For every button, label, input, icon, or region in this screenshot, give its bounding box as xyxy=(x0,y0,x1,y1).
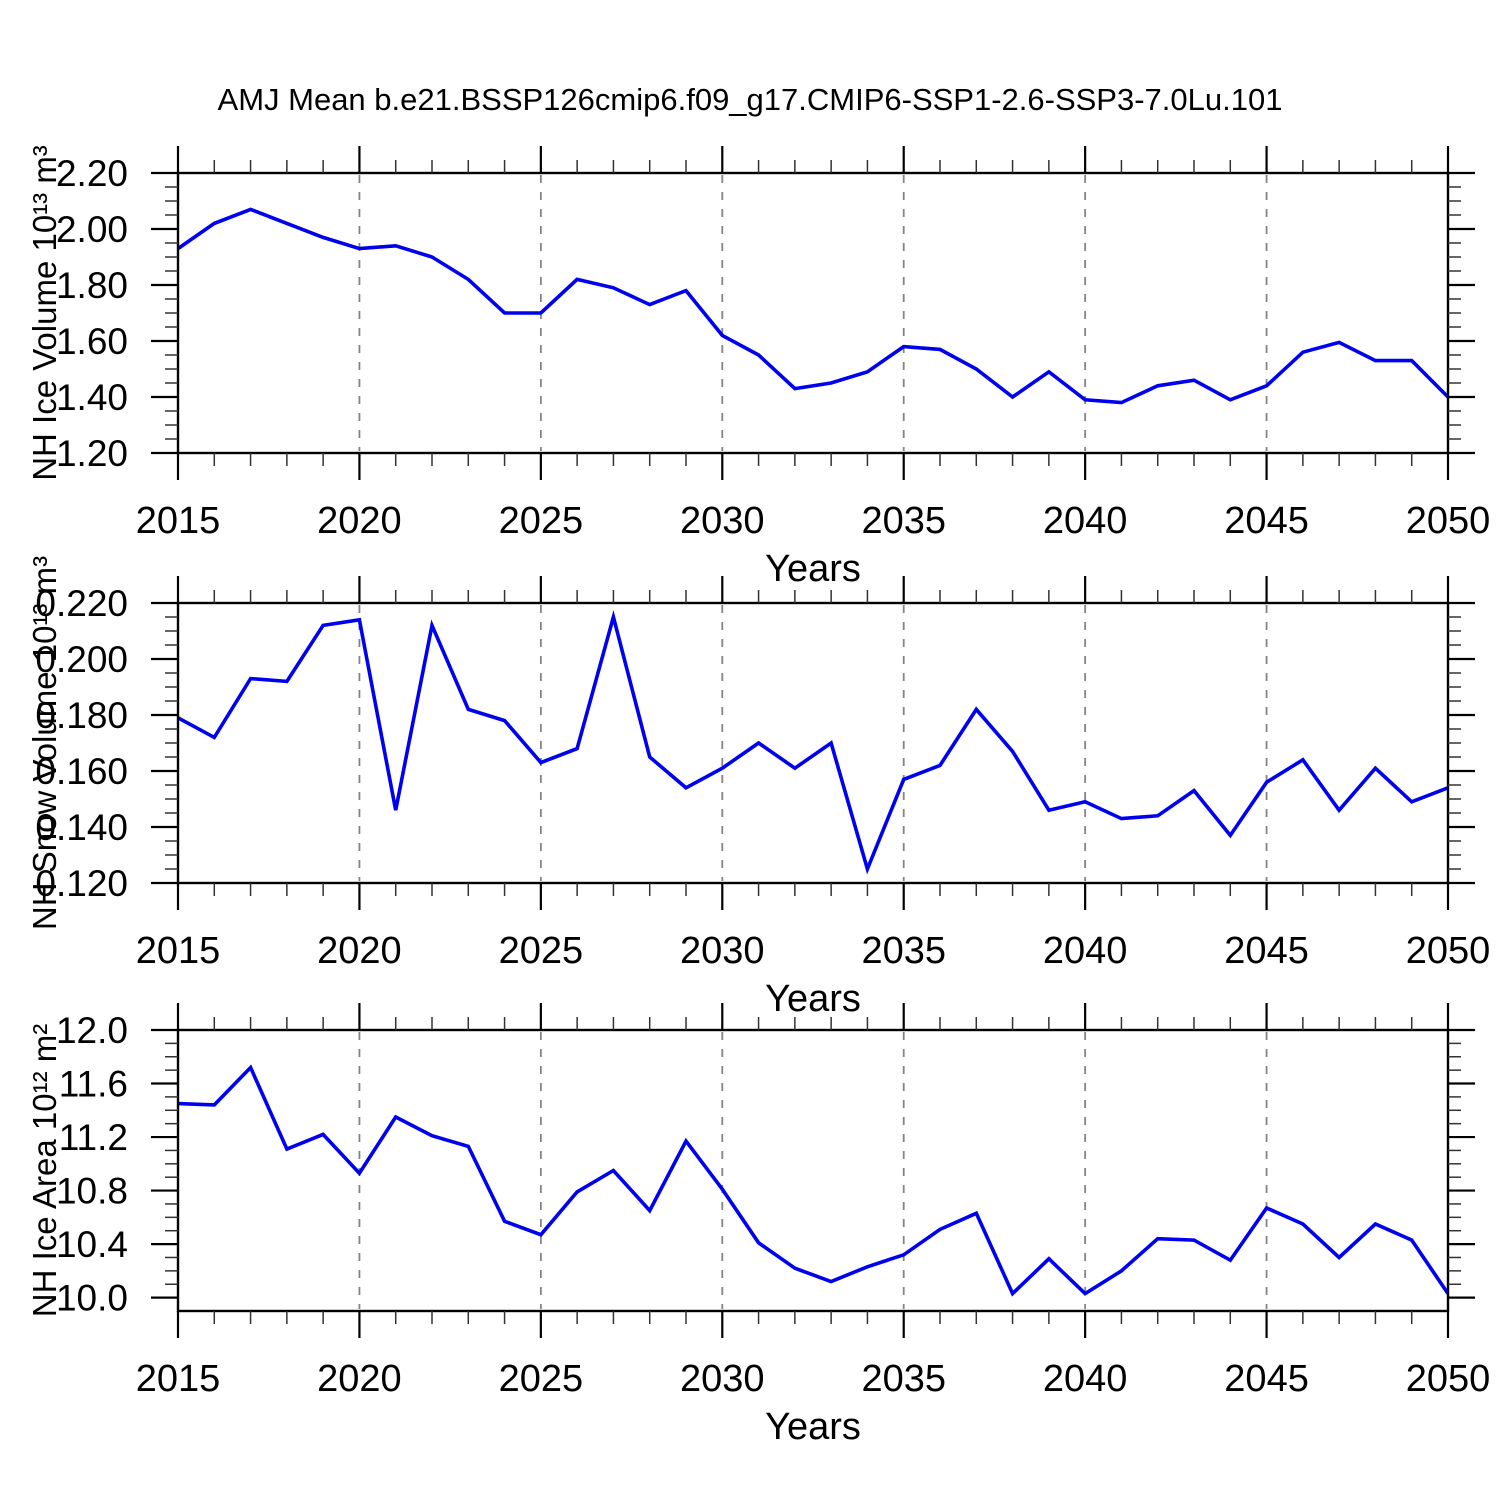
y-tick-label: 2.00 xyxy=(56,209,128,250)
plot-box xyxy=(176,601,1450,885)
y-tick-label: 11.6 xyxy=(59,1064,128,1105)
x-tick-label: 2045 xyxy=(1224,500,1309,542)
y-tick-label: 1.40 xyxy=(56,377,128,418)
panel-nh-ice-volume: 2015 2020 2025 2030 2035 2040 2045 2050 2.20 2.00… xyxy=(26,145,1490,590)
x-tick-label: 2015 xyxy=(136,1358,221,1400)
x-tick-label: 2040 xyxy=(1043,930,1128,972)
x-tick-label: 2045 xyxy=(1224,930,1309,972)
x-tick-label: 2050 xyxy=(1406,500,1491,542)
x-tick-label: 2050 xyxy=(1406,930,1491,972)
y-tick-label: 1.80 xyxy=(56,265,128,306)
x-axis-title: Years xyxy=(765,548,861,590)
y-tick-label: 0.180 xyxy=(35,695,128,736)
series-line-nh-snow-volume xyxy=(177,610,1449,875)
series-line-nh-ice-area xyxy=(177,1064,1450,1297)
y-tick-label: 12.0 xyxy=(56,1010,128,1051)
x-tick-label: 2035 xyxy=(861,930,946,972)
y-axis-title: NH Snow Volume 10¹³ m³ xyxy=(26,556,63,930)
y-tick-label: 11.2 xyxy=(59,1117,128,1158)
x-tick-label: 2030 xyxy=(680,500,765,542)
x-tick-label: 2025 xyxy=(499,930,584,972)
x-tick-label: 2025 xyxy=(499,1358,584,1400)
x-tick-label: 2035 xyxy=(861,500,946,542)
y-tick-label: 10.0 xyxy=(56,1278,128,1319)
figure-title: AMJ Mean b.e21.BSSP126cmip6.f09_g17.CMIP… xyxy=(217,82,1283,117)
series-line-nh-ice-volume xyxy=(176,207,1450,405)
panel-nh-snow-volume: 2015 2020 2025 2030 2035 2040 2045 2050 0.220 0.2… xyxy=(26,556,1490,1020)
x-tick-label: 2020 xyxy=(317,1358,402,1400)
y-tick-label: 1.60 xyxy=(56,321,128,362)
y-axis-title: NH Ice Volume 10¹³ m³ xyxy=(26,145,63,481)
x-axis-title: Years xyxy=(765,1406,861,1448)
y-tick-label: 0.220 xyxy=(35,583,128,624)
x-tick-label: 2035 xyxy=(861,1358,946,1400)
y-tick-label: 2.20 xyxy=(56,153,128,194)
x-tick-label: 2015 xyxy=(136,500,221,542)
x-tick-label: 2030 xyxy=(680,930,765,972)
y-tick-label: 0.120 xyxy=(35,863,128,904)
y-tick-label: 10.4 xyxy=(56,1224,128,1265)
x-tick-label: 2020 xyxy=(317,500,402,542)
plot-box xyxy=(176,1028,1450,1313)
y-tick-label: 0.200 xyxy=(35,639,128,680)
y-tick-label: 0.140 xyxy=(35,807,128,848)
x-tick-label: 2040 xyxy=(1043,1358,1128,1400)
y-tick-label: 0.160 xyxy=(35,751,128,792)
plot-box xyxy=(176,171,1450,455)
x-tick-label: 2050 xyxy=(1406,1358,1491,1400)
x-tick-label: 2015 xyxy=(136,930,221,972)
x-axis-title: Years xyxy=(765,978,861,1020)
y-tick-label: 1.20 xyxy=(56,433,128,474)
y-tick-label: 10.8 xyxy=(56,1171,128,1212)
x-tick-label: 2020 xyxy=(317,930,402,972)
x-tick-label: 2040 xyxy=(1043,500,1128,542)
x-tick-label: 2025 xyxy=(499,500,584,542)
y-axis-title: NH Ice Area 10¹² m² xyxy=(26,1024,63,1317)
x-tick-label: 2030 xyxy=(680,1358,765,1400)
panel-nh-ice-area: 2015 2020 2025 2030 2035 2040 2045 2050 12.0 11.6… xyxy=(26,1003,1490,1448)
x-tick-label: 2045 xyxy=(1224,1358,1309,1400)
